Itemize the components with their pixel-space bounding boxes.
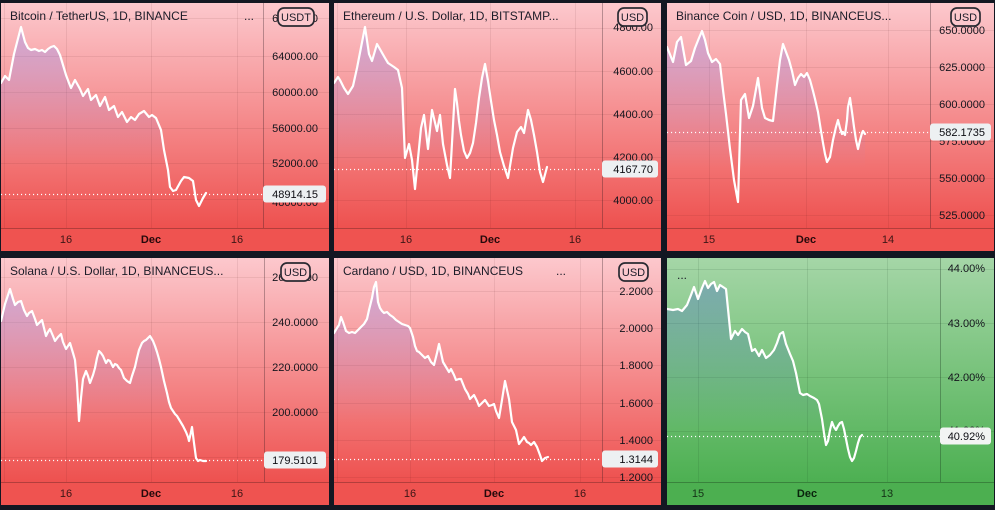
svg-text:1.3144: 1.3144 [619,454,653,466]
svg-text:Dec: Dec [796,234,816,246]
svg-text:Solana / U.S. Dollar, 1D, BINA: Solana / U.S. Dollar, 1D, BINANCEUS... [10,264,223,278]
svg-text:1.4000: 1.4000 [619,435,653,447]
svg-text:16: 16 [231,234,243,246]
svg-text:Cardano / USD, 1D, BINANCEUS: Cardano / USD, 1D, BINANCEUS [343,264,523,278]
svg-text:64000.00: 64000.00 [272,51,318,63]
svg-text:220.0000: 220.0000 [272,362,318,374]
svg-text:60000.00: 60000.00 [272,87,318,99]
svg-text:2.2000: 2.2000 [619,286,653,298]
svg-text:16: 16 [400,234,412,246]
svg-text:1.6000: 1.6000 [619,398,653,410]
svg-text:USD: USD [622,267,645,279]
svg-text:Binance Coin / USD, 1D, BINANC: Binance Coin / USD, 1D, BINANCEUS... [676,9,891,23]
svg-text:600.0000: 600.0000 [939,99,985,111]
svg-text:14: 14 [882,234,894,246]
svg-text:2.0000: 2.0000 [619,323,653,335]
svg-text:550.0000: 550.0000 [939,173,985,185]
svg-text:16: 16 [404,488,416,500]
svg-text:USDT: USDT [281,12,311,24]
svg-text:Dec: Dec [480,234,500,246]
svg-text:240.0000: 240.0000 [272,317,318,329]
svg-text:650.0000: 650.0000 [939,25,985,37]
svg-text:4600.00: 4600.00 [613,66,653,78]
svg-text:...: ... [556,264,566,278]
svg-text:Dec: Dec [797,488,817,500]
svg-text:13: 13 [881,488,893,500]
svg-text:Ethereum / U.S. Dollar, 1D, BI: Ethereum / U.S. Dollar, 1D, BITSTAMP... [343,9,559,23]
svg-text:4400.00: 4400.00 [613,109,653,121]
svg-text:...: ... [244,9,254,23]
svg-text:582.1735: 582.1735 [939,127,985,139]
svg-text:Bitcoin / TetherUS, 1D, BINANC: Bitcoin / TetherUS, 1D, BINANCE [10,9,188,23]
svg-text:44.00%: 44.00% [948,263,986,275]
svg-text:4000.00: 4000.00 [613,195,653,207]
svg-text:USD: USD [621,12,644,24]
svg-text:16: 16 [60,488,72,500]
svg-text:15: 15 [692,488,704,500]
svg-text:1.8000: 1.8000 [619,360,653,372]
svg-text:42.00%: 42.00% [948,372,986,384]
svg-text:USD: USD [954,12,977,24]
svg-text:...: ... [677,268,687,282]
svg-text:Dec: Dec [484,488,504,500]
svg-text:200.0000: 200.0000 [272,407,318,419]
svg-text:16: 16 [569,234,581,246]
svg-text:16: 16 [60,234,72,246]
svg-text:Dec: Dec [141,234,161,246]
svg-text:56000.00: 56000.00 [272,123,318,135]
svg-text:16: 16 [231,488,243,500]
svg-text:16: 16 [574,488,586,500]
svg-text:625.0000: 625.0000 [939,62,985,74]
svg-text:USD: USD [284,267,307,279]
svg-text:525.0000: 525.0000 [939,210,985,222]
svg-text:48914.15: 48914.15 [272,189,318,201]
svg-text:Dec: Dec [141,488,161,500]
svg-text:15: 15 [703,234,715,246]
svg-text:1.2000: 1.2000 [619,472,653,484]
svg-text:4167.70: 4167.70 [613,164,653,176]
svg-text:40.92%: 40.92% [948,431,986,443]
svg-text:43.00%: 43.00% [948,318,986,330]
svg-text:179.5101: 179.5101 [272,455,318,467]
svg-text:52000.00: 52000.00 [272,158,318,170]
